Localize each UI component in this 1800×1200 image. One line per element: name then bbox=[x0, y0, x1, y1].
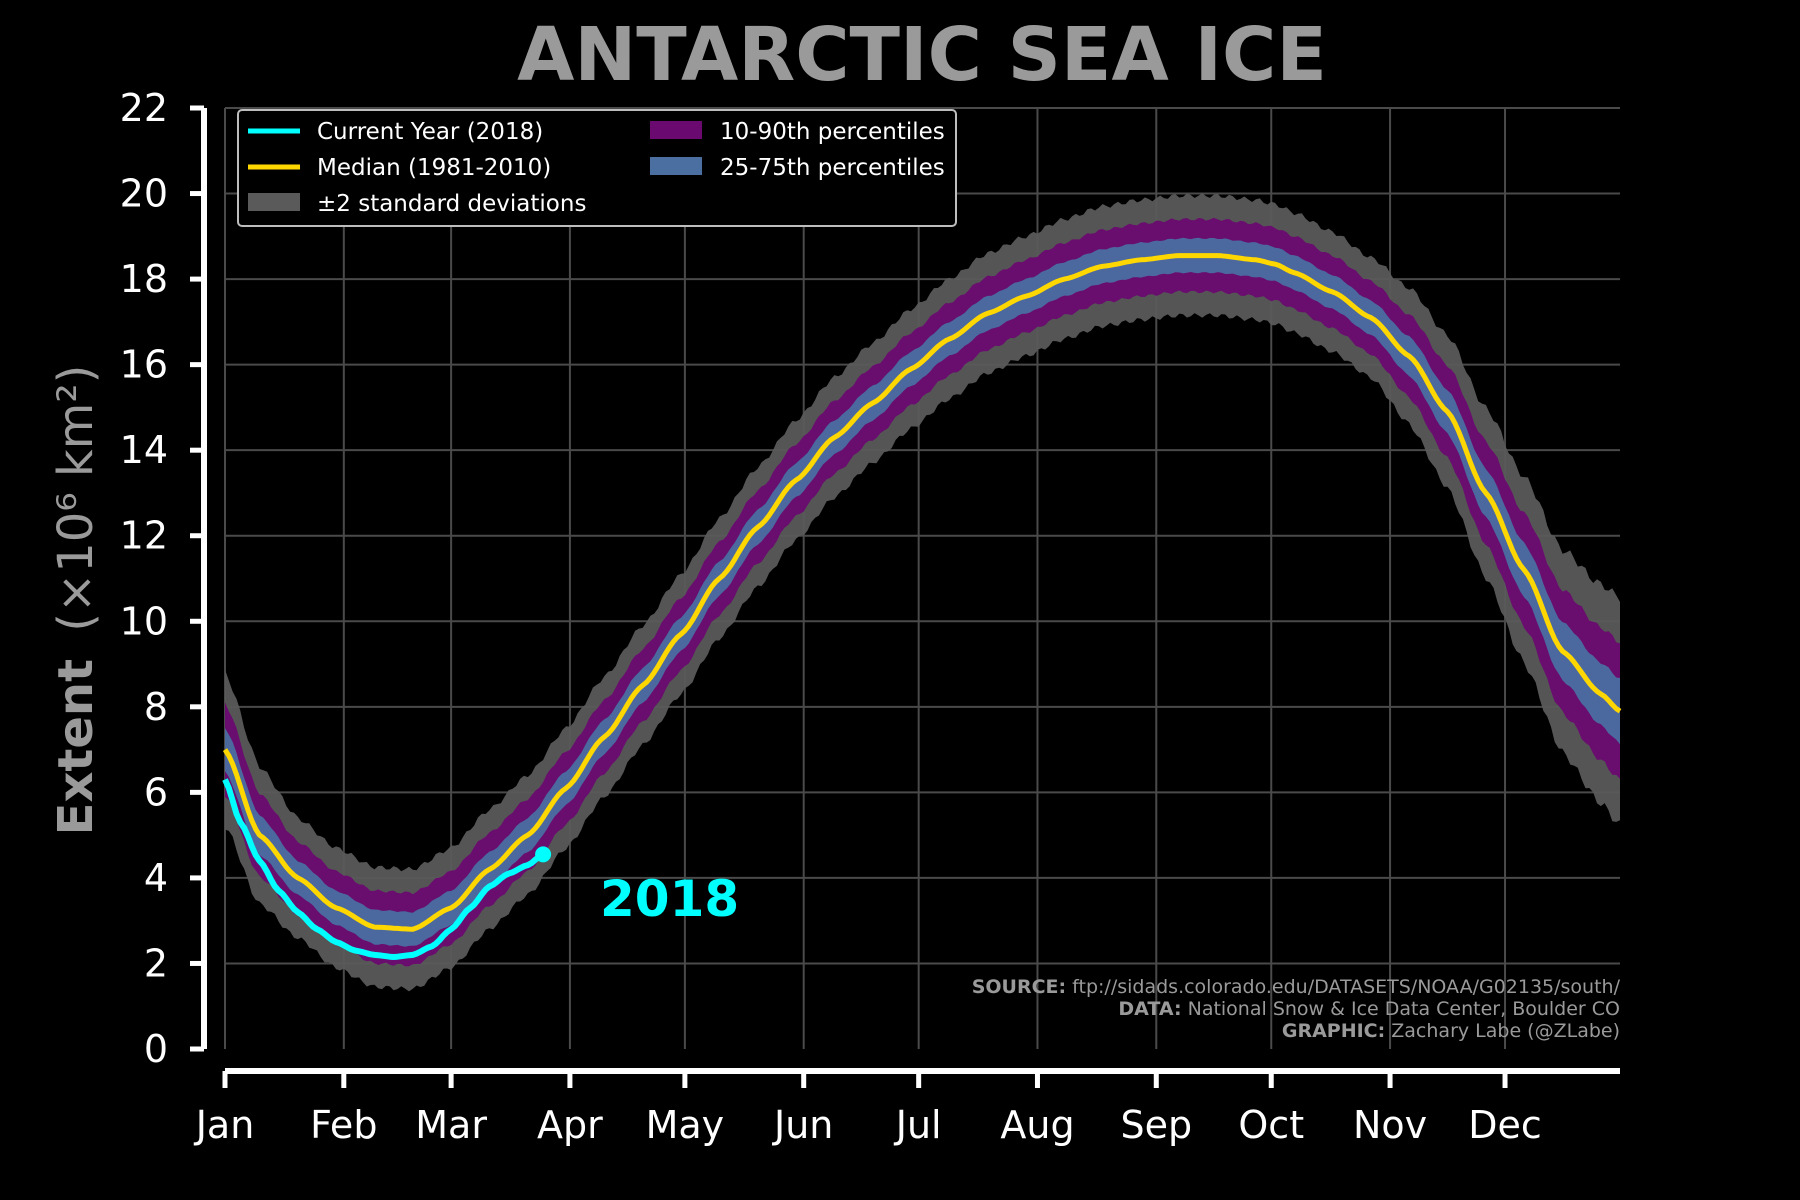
y-tick-labels: 0 2 4 6 8 10 12 14 16 18 20 22 bbox=[120, 86, 204, 1071]
y-tick-label-12: 12 bbox=[120, 514, 168, 558]
source-block: SOURCE: ftp://sidads.colorado.edu/DATASE… bbox=[972, 976, 1621, 1042]
annotation-2018: 2018 bbox=[600, 870, 739, 928]
x-tick-label-Nov: Nov bbox=[1353, 1103, 1427, 1147]
x-tick-label-Jul: Jul bbox=[894, 1103, 942, 1147]
data-text: National Snow & Ice Data Center, Boulder… bbox=[1182, 998, 1620, 1020]
series-lines bbox=[222, 253, 1622, 960]
x-tick-label-Apr: Apr bbox=[537, 1103, 603, 1147]
source-label: SOURCE: bbox=[972, 976, 1066, 998]
legend-current-label: Current Year (2018) bbox=[317, 119, 543, 145]
chart-title: ANTARCTIC SEA ICE bbox=[517, 12, 1327, 98]
legend-median-label: Median (1981-2010) bbox=[317, 155, 551, 181]
svg-text:Extent (×10⁶ km²): Extent (×10⁶ km²) bbox=[48, 365, 104, 836]
legend: Current Year (2018) Median (1981-2010) ±… bbox=[237, 109, 957, 227]
data-line: DATA: National Snow & Ice Data Center, B… bbox=[1118, 998, 1620, 1020]
x-tick-label-Dec: Dec bbox=[1468, 1103, 1542, 1147]
legend-std-swatch bbox=[248, 193, 300, 211]
legend-p1090-label: 10-90th percentiles bbox=[720, 119, 945, 145]
y-tick-label-18: 18 bbox=[120, 257, 168, 301]
graphic-line: GRAPHIC: Zachary Labe (@ZLabe) bbox=[1282, 1020, 1620, 1042]
x-tick-label-Sep: Sep bbox=[1120, 1103, 1192, 1147]
x-tick-label-Mar: Mar bbox=[415, 1103, 487, 1147]
data-label: DATA: bbox=[1118, 998, 1181, 1020]
x-tick-label-Jan: Jan bbox=[194, 1103, 255, 1147]
graphic-text: Zachary Labe (@ZLabe) bbox=[1385, 1020, 1620, 1042]
x-tick-label-Feb: Feb bbox=[310, 1103, 377, 1147]
source-text: ftp://sidads.colorado.edu/DATASETS/NOAA/… bbox=[1066, 976, 1620, 998]
y-tick-label-8: 8 bbox=[144, 685, 168, 729]
series-current-line bbox=[222, 778, 545, 960]
x-tick-labels: Jan Feb Mar Apr May Jun Jul Aug Sep Oct Nov Dec bbox=[194, 1071, 1542, 1147]
legend-p1090-swatch bbox=[650, 121, 702, 139]
y-axis-label-bold: Extent bbox=[48, 659, 104, 835]
y-axis-label: Extent (×10⁶ km²) bbox=[48, 365, 104, 836]
y-axis-label-unit: (×10⁶ km²) bbox=[48, 365, 104, 632]
y-tick-label-22: 22 bbox=[120, 86, 168, 130]
y-tick-label-2: 2 bbox=[144, 941, 168, 985]
x-tick-label-Aug: Aug bbox=[1000, 1103, 1074, 1147]
y-tick-label-16: 16 bbox=[120, 343, 168, 387]
legend-p2575-swatch bbox=[650, 157, 702, 175]
band-p25-75 bbox=[225, 237, 1620, 947]
legend-p2575-label: 25-75th percentiles bbox=[720, 155, 945, 181]
y-tick-label-0: 0 bbox=[144, 1027, 168, 1071]
x-tick-label-May: May bbox=[646, 1103, 725, 1147]
source-line: SOURCE: ftp://sidads.colorado.edu/DATASE… bbox=[972, 976, 1621, 998]
graphic-label: GRAPHIC: bbox=[1282, 1020, 1385, 1042]
y-tick-label-20: 20 bbox=[120, 172, 168, 216]
y-tick-label-10: 10 bbox=[120, 599, 168, 643]
series-median-line bbox=[222, 253, 1622, 932]
legend-box bbox=[237, 109, 957, 227]
x-tick-label-Jun: Jun bbox=[772, 1103, 833, 1147]
y-tick-label-6: 6 bbox=[144, 770, 168, 814]
legend-std-label: ±2 standard deviations bbox=[317, 191, 586, 217]
current-endpoint-marker bbox=[535, 846, 552, 863]
y-tick-label-4: 4 bbox=[144, 856, 168, 900]
axes bbox=[201, 108, 1620, 1074]
y-tick-label-14: 14 bbox=[120, 428, 168, 472]
x-tick-label-Oct: Oct bbox=[1238, 1103, 1304, 1147]
